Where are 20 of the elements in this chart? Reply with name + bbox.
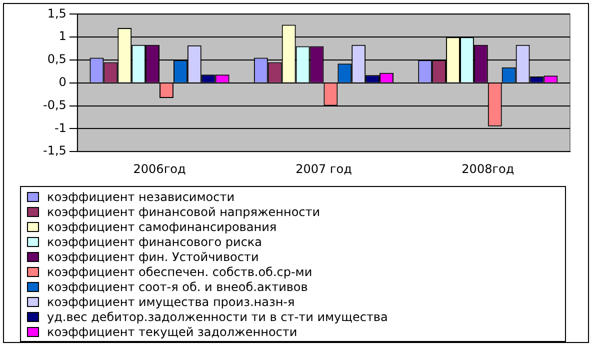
y-tick-label: -1 xyxy=(54,120,66,135)
x-tick-label: 2006год xyxy=(133,162,186,176)
y-tick-label: -0,5 xyxy=(42,98,66,112)
legend-label: коэффициент фин. Устойчивости xyxy=(47,250,259,264)
legend-label: коэффициент текущей задолженности xyxy=(47,324,298,338)
x-tick-label: 2008год xyxy=(462,162,514,176)
legend-label: коэффициент обеспечен. собств.об.ср-ми xyxy=(47,264,312,278)
legend-label: коэффициент финансовой напряженности xyxy=(47,204,320,218)
y-tick-label: 1,5 xyxy=(47,6,66,20)
legend-label: коэффициент самофинансирования xyxy=(47,220,277,234)
legend-label: коэффициент независимости xyxy=(47,190,235,204)
x-tick-label: 2007 год xyxy=(296,162,352,176)
legend-label: коэффициент имущества произ.назн-я xyxy=(47,294,295,308)
y-tick-label: 0,5 xyxy=(47,52,66,66)
y-tick-label: 0 xyxy=(58,75,66,90)
y-tick-label: -1,5 xyxy=(42,144,66,158)
legend-label: уд.вес дебитор.задолженности ти в ст-ти имущества xyxy=(47,310,388,324)
y-tick-label: 1 xyxy=(58,29,66,44)
legend-label: коэффициент соот-я об. и внеоб.активов xyxy=(47,280,308,294)
legend-label: коэффициент финансового риска xyxy=(47,234,262,248)
